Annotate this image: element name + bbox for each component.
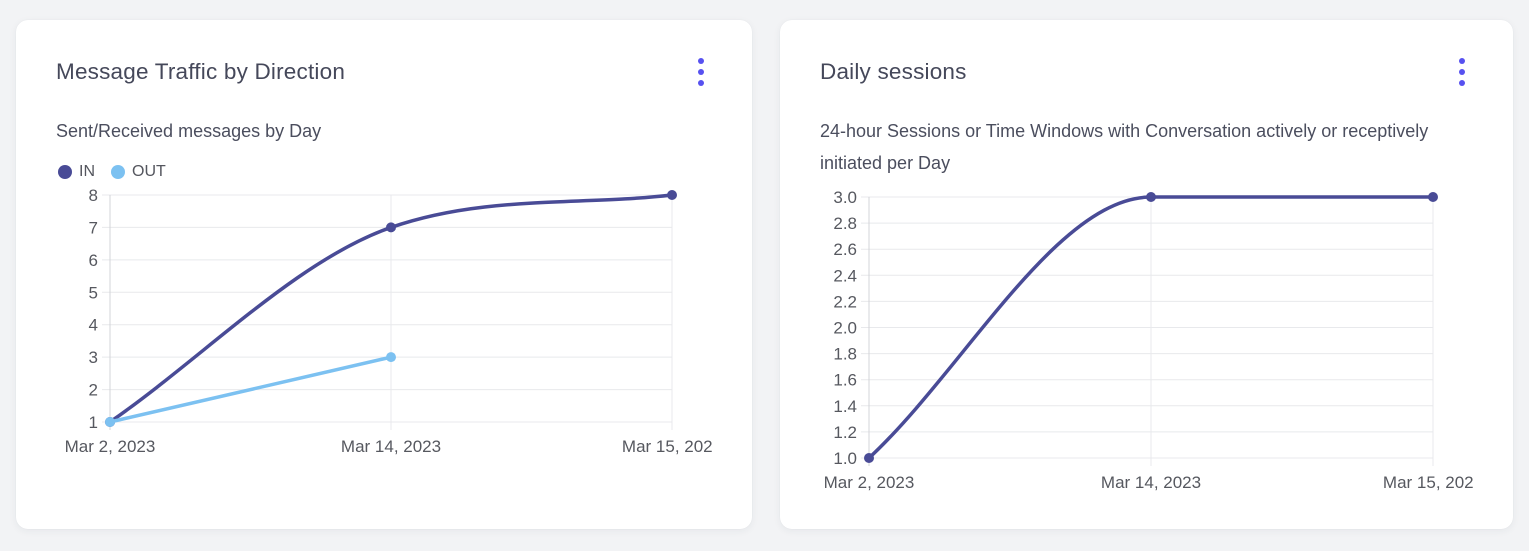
- kebab-menu-icon: [1459, 58, 1465, 86]
- card-message-traffic: Message Traffic by Direction Sent/Receiv…: [16, 20, 752, 529]
- kebab-menu-icon: [698, 58, 704, 86]
- legend-item-in: IN: [58, 163, 95, 181]
- svg-text:2.4: 2.4: [833, 266, 857, 285]
- legend: IN OUT: [58, 163, 712, 181]
- svg-text:3: 3: [89, 348, 98, 367]
- svg-text:Mar 15, 2023: Mar 15, 2023: [622, 437, 712, 455]
- svg-text:2.2: 2.2: [833, 292, 857, 311]
- svg-text:1.6: 1.6: [833, 371, 857, 390]
- svg-text:1.8: 1.8: [833, 345, 857, 364]
- legend-item-out: OUT: [111, 163, 166, 181]
- svg-text:8: 8: [89, 187, 98, 205]
- card-header: Message Traffic by Direction: [56, 54, 712, 90]
- svg-text:1.0: 1.0: [833, 449, 857, 468]
- line-chart-daily-sessions: 1.0 1.2 1.4 1.6 1.8 2.0 2.2 2.4 2.6 2.8 3.0 Mar 2, …: [824, 189, 1473, 492]
- svg-text:2.6: 2.6: [833, 240, 857, 259]
- more-options-button[interactable]: [690, 54, 712, 90]
- chart-subtitle: Sent/Received messages by Day: [56, 121, 322, 141]
- svg-text:1: 1: [89, 413, 98, 432]
- more-options-button[interactable]: [1451, 54, 1473, 90]
- svg-text:Mar 14, 2023: Mar 14, 2023: [1101, 473, 1201, 492]
- svg-text:2.8: 2.8: [833, 214, 857, 233]
- svg-text:5: 5: [89, 283, 98, 302]
- legend-dot-icon: [111, 164, 125, 179]
- card-daily-sessions: Daily sessions 24-hour Sessions or Time …: [780, 20, 1513, 529]
- line-chart-message-traffic: 1 2 3 4 5 6 7 8 Mar 2, 2023 Mar 14, 2023 Mar 15, 2…: [65, 187, 712, 455]
- svg-text:2: 2: [89, 380, 98, 399]
- svg-text:1.4: 1.4: [833, 397, 857, 416]
- card-header: Daily sessions: [820, 54, 1473, 90]
- svg-text:Mar 14, 2023: Mar 14, 2023: [341, 437, 441, 455]
- legend-dot-icon: [58, 164, 72, 179]
- chart-title: Daily sessions: [820, 59, 967, 84]
- chart-title: Message Traffic by Direction: [56, 59, 346, 84]
- svg-text:7: 7: [89, 218, 98, 237]
- svg-text:Mar 2, 2023: Mar 2, 2023: [824, 473, 915, 492]
- svg-text:2.0: 2.0: [833, 319, 857, 338]
- svg-text:1.2: 1.2: [833, 423, 857, 442]
- legend-label: IN: [79, 162, 95, 180]
- svg-text:Mar 15, 2023: Mar 15, 2023: [1383, 473, 1473, 492]
- svg-text:6: 6: [89, 250, 98, 269]
- svg-text:4: 4: [89, 315, 98, 334]
- svg-text:Mar 2, 2023: Mar 2, 2023: [65, 437, 156, 455]
- legend-label: OUT: [132, 162, 166, 180]
- chart-subtitle: 24-hour Sessions or Time Windows with Co…: [820, 121, 1429, 173]
- svg-text:3.0: 3.0: [833, 189, 857, 207]
